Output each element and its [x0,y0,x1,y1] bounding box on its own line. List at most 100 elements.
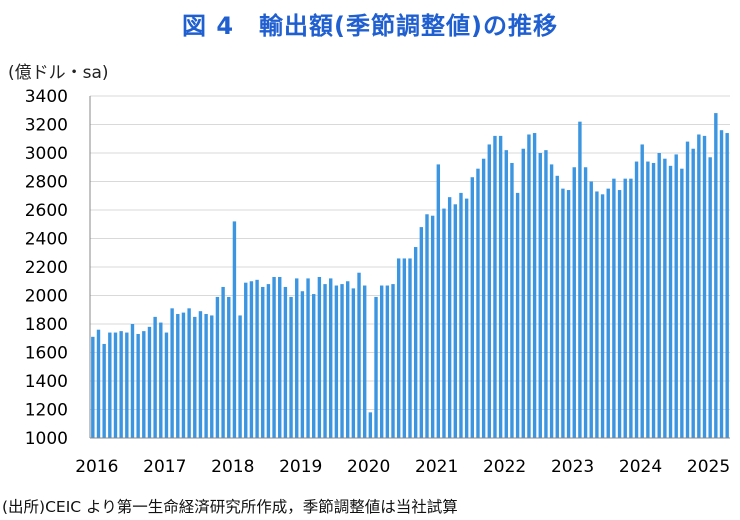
bar [289,296,293,438]
y-tick-label: 2800 [25,173,68,193]
x-tick-label: 2017 [143,457,186,477]
bar [447,197,452,438]
bar [323,284,327,438]
x-tick-label: 2023 [551,457,594,477]
bar-chart: 1000 1200 1400 1600 1800 2000 2200 2400 2600 2800… [25,87,730,477]
bar [102,343,106,438]
bar [408,258,412,438]
bar [425,214,429,438]
bar [176,314,180,438]
bar [493,135,497,438]
bar [357,272,361,438]
x-tick-label: 2020 [347,457,390,477]
bar [300,291,305,438]
bar [340,284,344,438]
bar [623,178,627,438]
bar [419,227,424,438]
bar [283,286,288,438]
bar [708,157,712,438]
y-tick-label: 1400 [25,372,68,392]
chart-title: 図 4 輸出額(季節調整値)の推移 [182,12,558,40]
bar [617,190,622,438]
x-tick-label: 2018 [211,457,254,477]
bar [261,286,265,438]
y-axis-ticks: 1000 1200 1400 1600 1800 2000 2200 2400 2600 2800… [25,87,68,449]
bar [91,336,95,438]
bar [125,332,129,438]
y-tick-label: 1800 [25,315,68,335]
bar [159,322,163,438]
bar [640,144,644,438]
bar [170,308,174,438]
bar [130,324,135,438]
bar [334,285,339,438]
bar [136,333,140,438]
bar [657,153,661,438]
bar [663,158,667,438]
source-note: (出所)CEIC より第一生命経済研究所作成，季節調整値は当社試算 [2,498,458,516]
bar [719,130,724,438]
bar [549,164,554,438]
bar [578,121,582,439]
bar [646,161,650,439]
bar [606,188,610,439]
bar [600,194,605,438]
bar [368,412,373,438]
y-tick-label: 3400 [25,87,68,107]
bar [634,161,639,439]
bar [385,285,390,438]
bar [510,162,514,438]
bar [725,133,729,439]
x-tick-label: 2022 [483,457,526,477]
bar [566,190,571,438]
bar [515,192,520,438]
bar [164,332,169,438]
bar [504,150,508,438]
bar [481,158,486,438]
bar [674,154,678,439]
bar [272,276,276,438]
bar [108,332,112,438]
bar [470,177,474,439]
y-tick-label: 1600 [25,344,68,364]
bar [198,311,203,438]
bar [544,150,548,438]
bar [147,326,152,438]
bar [181,312,186,438]
x-tick-label: 2024 [619,457,662,477]
y-tick-label: 3200 [25,116,68,136]
bar [532,133,537,439]
bar [561,188,565,439]
bar [402,258,407,438]
bar [153,316,157,439]
bar [210,315,214,438]
bar [527,134,531,439]
bar [317,276,322,438]
y-axis-unit-label: (億ドル・sa) [8,63,109,83]
bar [680,168,684,438]
bar [329,278,333,438]
bar [651,162,656,438]
bar [612,178,616,438]
bar [96,329,101,438]
bar [589,181,593,438]
bar [391,284,395,438]
bar [714,113,718,438]
x-tick-label: 2021 [415,457,458,477]
bar [629,178,633,438]
bar [187,308,191,438]
y-tick-label: 2200 [25,258,68,278]
bar [227,296,231,438]
bar [453,204,458,438]
bars [91,113,729,439]
bar [255,279,259,438]
bar [430,215,435,438]
bar [346,281,350,438]
bar [691,148,695,439]
bar [215,296,220,438]
x-tick-label: 2025 [687,457,730,477]
bar [413,247,418,438]
bar [238,315,242,438]
bar [583,167,588,438]
y-tick-label: 2000 [25,287,68,307]
